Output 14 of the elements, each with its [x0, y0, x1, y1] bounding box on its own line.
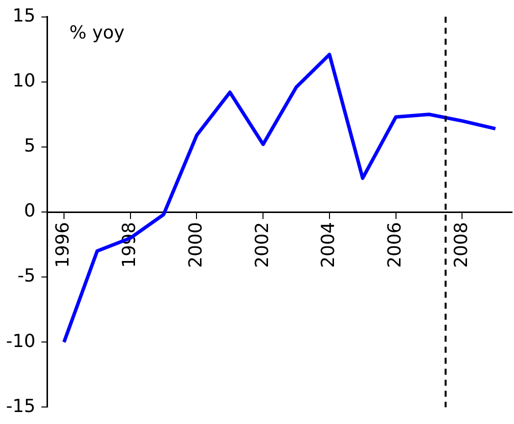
- y-tick-label: -10: [6, 330, 36, 352]
- y-tick-label: 15: [12, 5, 36, 26]
- y-tick-label: -15: [6, 396, 36, 417]
- x-tick-label: 1996: [52, 222, 74, 268]
- x-tick-label: 2008: [450, 222, 472, 268]
- x-tick-label: 2000: [185, 222, 206, 268]
- x-tick-label: 2004: [318, 222, 340, 268]
- y-tick-label: 5: [24, 136, 36, 157]
- annotation: % yoy: [69, 22, 125, 44]
- y-tick-label: 0: [24, 200, 36, 222]
- x-tick-label: 2002: [252, 222, 273, 268]
- y-tick-label: -5: [17, 266, 36, 287]
- x-tick-label: 2006: [384, 222, 406, 268]
- y-tick-label: 10: [12, 70, 36, 92]
